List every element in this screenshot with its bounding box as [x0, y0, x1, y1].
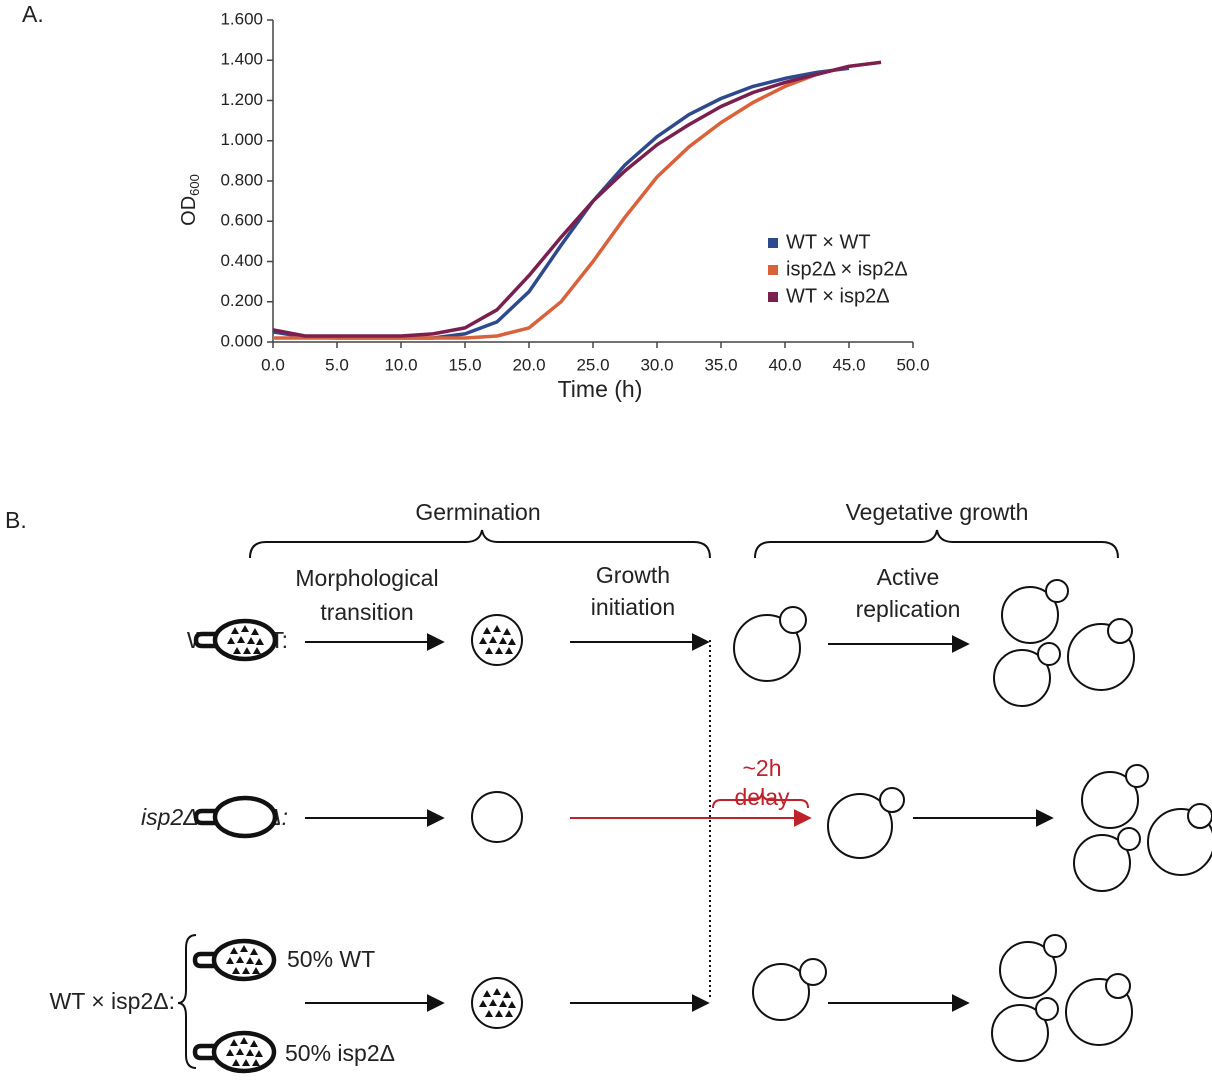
y-tick-label: 1.200	[220, 90, 263, 109]
cell-cluster	[1073, 764, 1212, 892]
series-line	[272, 60, 882, 338]
cell	[752, 963, 810, 1021]
y-axis-label-main: OD	[178, 196, 200, 226]
cell-cluster	[993, 579, 1135, 707]
brace	[754, 529, 1119, 559]
germinating-spore	[471, 977, 523, 1029]
x-tick-label: 15.0	[448, 355, 481, 374]
step-label: Active	[877, 564, 940, 590]
germinating-spore	[471, 791, 523, 843]
step-label: replication	[856, 596, 961, 622]
phase-label: Germination	[415, 499, 540, 525]
series-line	[273, 60, 882, 340]
legend-swatch	[768, 265, 778, 275]
delay-label: delay	[735, 784, 790, 810]
germinating-spore	[471, 614, 523, 666]
y-axis-label: OD600	[178, 174, 202, 226]
mixture-label: 50% isp2Δ	[285, 1040, 395, 1066]
x-tick-label: 5.0	[325, 355, 349, 374]
y-tick-label: 0.200	[220, 291, 263, 310]
cell-cluster	[991, 934, 1133, 1062]
step-label: Morphological	[295, 565, 438, 591]
x-tick-label: 20.0	[512, 355, 545, 374]
y-tick-label: 0.400	[220, 251, 263, 270]
y-tick-label: 0.600	[220, 211, 263, 230]
cell	[733, 614, 801, 682]
y-tick-label: 1.000	[220, 130, 263, 149]
step-label: transition	[320, 599, 413, 625]
x-tick-label: 30.0	[640, 355, 673, 374]
bud	[779, 606, 807, 634]
x-axis-label: Time (h)	[558, 376, 643, 402]
x-tick-label: 35.0	[704, 355, 737, 374]
step-label: Growth	[596, 562, 670, 588]
series-line	[272, 66, 850, 340]
phase-label: Vegetative growth	[846, 499, 1029, 525]
y-tick-label: 1.600	[220, 9, 263, 28]
x-tick-label: 10.0	[384, 355, 417, 374]
x-tick-label: 0.0	[261, 355, 285, 374]
mixture-label: 50% WT	[287, 946, 375, 972]
legend-label: WT × WT	[786, 231, 871, 253]
legend-label: WT × isp2Δ	[786, 285, 890, 307]
diagram: B. Germination Vegetative growth Morphol…	[5, 499, 1212, 1071]
y-axis-label-sub: 600	[187, 174, 202, 196]
legend-label: isp2Δ × isp2Δ	[786, 258, 908, 280]
panel-label: B.	[5, 507, 27, 533]
step-label: initiation	[591, 594, 675, 620]
panel-label: A.	[22, 1, 44, 27]
x-tick-label: 25.0	[576, 355, 609, 374]
y-tick-label: 1.400	[220, 50, 263, 69]
chart: 0.000 0.200 0.400 0.600 0.800 1.000 1.200 1.400…	[220, 9, 929, 374]
brace	[249, 529, 711, 559]
brace	[177, 934, 197, 1069]
delay-brace	[712, 790, 809, 809]
row-label: WT × isp2Δ:	[49, 988, 175, 1014]
bud	[799, 958, 827, 986]
bud	[879, 787, 905, 813]
delay-label: ~2h	[742, 755, 781, 781]
legend-swatch	[768, 238, 778, 248]
y-tick-label: 0.000	[220, 331, 263, 350]
y-tick-label: 0.800	[220, 170, 263, 189]
cell	[827, 793, 893, 859]
x-tick-label: 40.0	[768, 355, 801, 374]
x-tick-label: 45.0	[832, 355, 865, 374]
legend-swatch	[768, 292, 778, 302]
x-tick-label: 50.0	[896, 355, 929, 374]
